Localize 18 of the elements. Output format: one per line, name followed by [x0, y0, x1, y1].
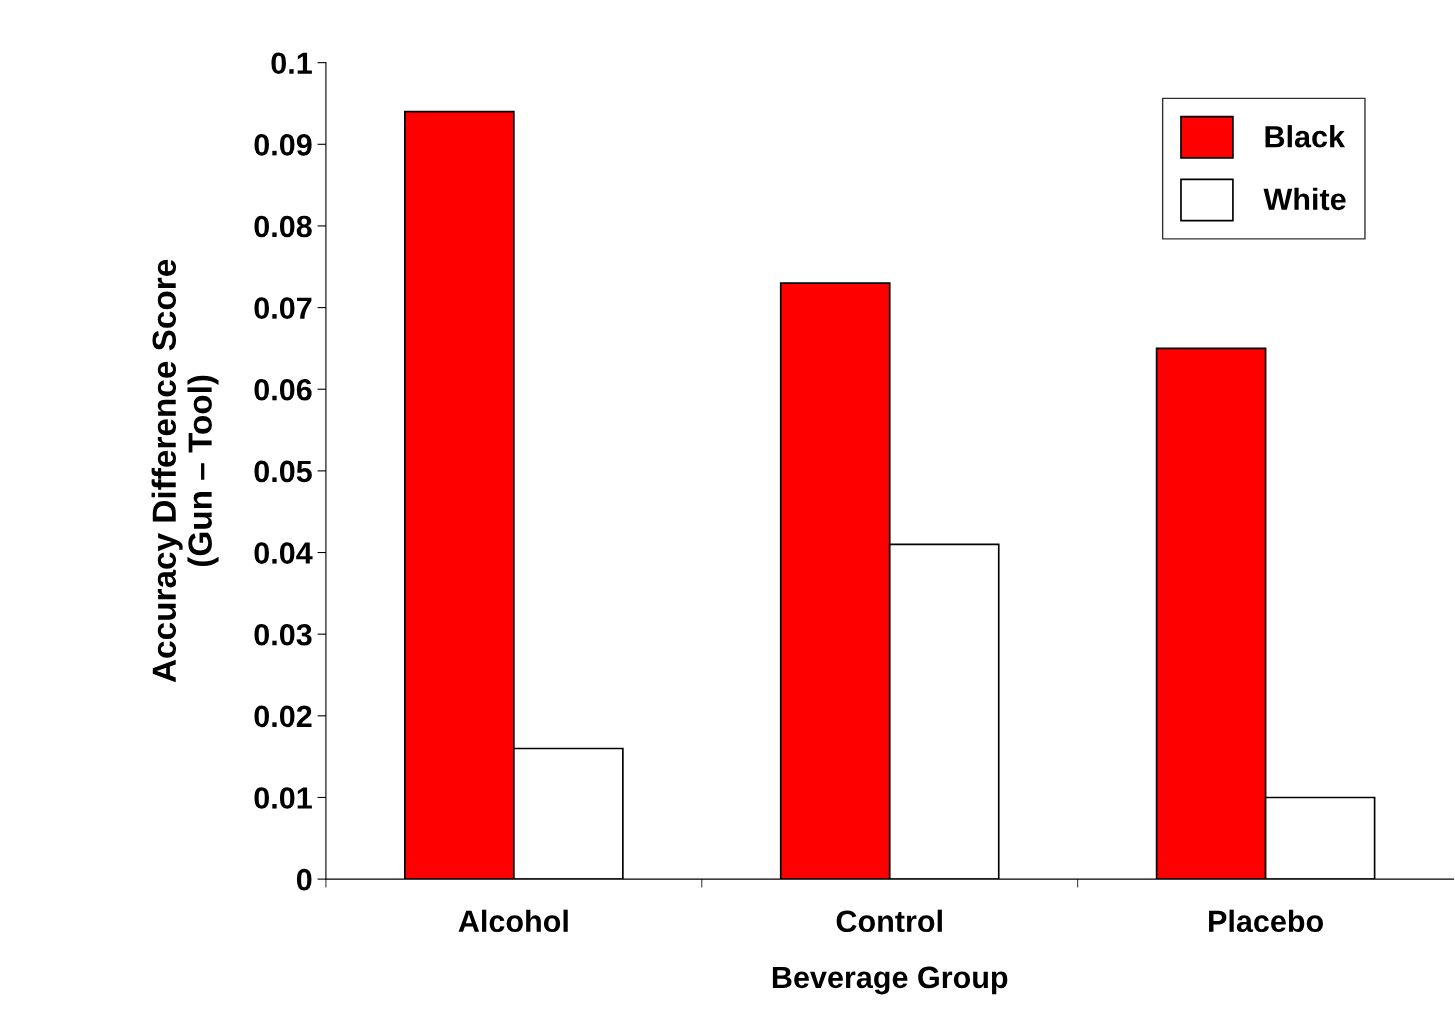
y-tick-label: 0.06	[254, 378, 312, 401]
x-tick-label: Control	[836, 909, 942, 933]
y-tick-label: 0	[296, 868, 312, 891]
y-tick-label: 0.02	[254, 705, 312, 728]
x-axis-title: Beverage Group	[772, 966, 1008, 995]
y-tick-label: 0.05	[254, 460, 312, 483]
x-tick-label: Placebo	[1209, 909, 1324, 933]
legend-label: Black	[1265, 125, 1346, 148]
y-tick-label: 0.09	[254, 134, 312, 156]
y-tick-label: 0.04	[254, 542, 313, 564]
y-tick-label: 0.01	[254, 787, 312, 809]
x-tick-label: Alcohol	[458, 909, 568, 933]
y-tick-label: 0.07	[254, 297, 312, 319]
y-axis-title: Accuracy Difference Score (Gun – Tool)	[151, 259, 219, 683]
y-tick-label: 0.08	[254, 215, 312, 238]
y-tick-label: 0.1	[271, 52, 312, 75]
y-tick-label: 0.03	[254, 623, 312, 646]
legend-label: White	[1263, 187, 1346, 211]
